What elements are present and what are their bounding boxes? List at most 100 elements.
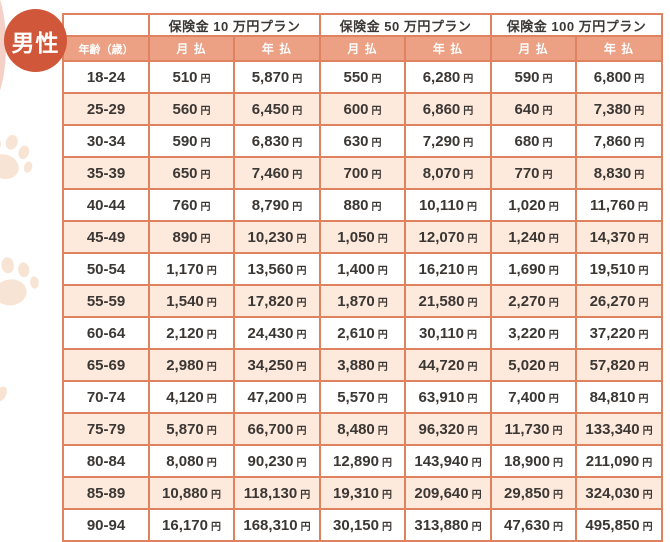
yen-suffix: 円 [377,233,388,245]
yen-suffix: 円 [381,521,392,533]
price-cell: 47,200 円 [233,380,321,414]
premium-value: 510 [172,68,198,86]
premium-value: 168,310 [243,516,298,534]
yen-suffix: 円 [296,361,307,373]
premium-value: 8,830 [593,164,632,182]
table-row: 50-54 1,170 円 13,560 円 1,400 円 16,210 円 1,69… [62,252,664,286]
price-cell: 6,830 円 [233,124,321,158]
premium-value: 5,870 [166,420,204,438]
yen-suffix: 円 [371,169,382,181]
yen-suffix: 円 [467,425,478,437]
plan-header-500k: 保険金 50 万円プラン [319,13,492,37]
premium-value: 13,560 [247,260,294,278]
yen-suffix: 円 [634,137,645,149]
premium-value: 6,860 [422,100,461,118]
price-cell: 7,400 円 [490,380,577,414]
price-cell: 30,110 円 [404,316,492,350]
yen-suffix: 円 [463,169,474,181]
price-cell: 590 円 [148,124,235,158]
premium-value: 26,270 [589,292,636,310]
yen-suffix: 円 [548,233,559,245]
yen-suffix: 円 [463,137,474,149]
premium-value: 640 [514,100,540,118]
price-cell: 17,820 円 [233,284,321,318]
yen-suffix: 円 [642,457,653,469]
yen-suffix: 円 [296,297,307,309]
age-cell: 18-24 [62,60,150,94]
premium-value: 47,200 [247,388,294,406]
yen-suffix: 円 [634,73,645,85]
premium-value: 495,850 [585,516,640,534]
premium-value: 550 [343,68,369,86]
yen-suffix: 円 [381,457,392,469]
age-cell: 80-84 [62,444,150,478]
table-row: 25-29 560 円 6,450 円 600 円 6,860 円 640 円 7,380… [62,92,664,126]
premium-value: 84,810 [589,388,636,406]
price-cell: 495,850 円 [574,508,664,542]
gender-badge-male: 男性 [4,9,67,72]
price-cell: 510 円 [148,60,235,94]
premium-value: 2,270 [508,292,546,310]
table-row: 35-39 650 円 7,460 円 700 円 8,070 円 770 円 8,830… [62,156,664,190]
yen-suffix: 円 [206,361,217,373]
price-cell: 18,900 円 [490,444,577,478]
yen-suffix: 円 [552,457,563,469]
yen-suffix: 円 [552,425,563,437]
price-cell: 1,050 円 [319,220,406,254]
price-cell: 6,860 円 [404,92,492,126]
price-cell: 10,880 円 [148,476,235,510]
yen-suffix: 円 [292,169,303,181]
price-cell: 760 円 [148,188,235,222]
premium-value: 96,320 [418,420,465,438]
price-cell: 1,170 円 [148,252,235,286]
price-cell: 8,080 円 [148,444,235,478]
yen-suffix: 円 [638,201,649,213]
plan-header-1m: 保険金 100 万円プラン [489,13,664,37]
age-range: 70-74 [86,388,126,406]
yen-suffix: 円 [548,393,559,405]
price-cell: 209,640 円 [404,476,492,510]
premium-value: 1,540 [166,292,204,310]
yen-suffix: 円 [638,329,649,341]
monthly-header: 月 払 [319,35,406,62]
yen-suffix: 円 [381,489,392,501]
age-range: 50-54 [86,260,126,278]
price-cell: 700 円 [319,156,406,190]
age-cell: 75-79 [62,412,150,446]
yen-suffix: 円 [542,73,553,85]
yen-suffix: 円 [206,457,217,469]
price-cell: 5,870 円 [233,60,321,94]
yen-suffix: 円 [471,521,482,533]
price-cell: 143,940 円 [404,444,492,478]
price-cell: 19,510 円 [574,252,664,286]
premium-value: 6,280 [422,68,461,86]
premium-value: 57,820 [589,356,636,374]
premium-value: 143,940 [414,452,469,470]
yen-suffix: 円 [206,297,217,309]
yen-suffix: 円 [292,73,303,85]
yen-suffix: 円 [200,233,211,245]
price-cell: 44,720 円 [404,348,492,382]
premium-value: 90,230 [247,452,294,470]
yen-suffix: 円 [200,137,211,149]
premium-value: 770 [514,164,540,182]
price-cell: 7,860 円 [574,124,664,158]
yen-suffix: 円 [552,521,563,533]
price-cell: 34,250 円 [233,348,321,382]
price-cell: 26,270 円 [574,284,664,318]
price-cell: 29,850 円 [490,476,577,510]
premium-value: 1,240 [508,228,546,246]
age-cell: 30-34 [62,124,150,158]
price-cell: 5,870 円 [148,412,235,446]
age-range: 45-49 [86,228,126,246]
price-cell: 8,830 円 [574,156,664,190]
premium-value: 6,450 [251,100,290,118]
yen-suffix: 円 [634,169,645,181]
monthly-header: 月 払 [490,35,577,62]
premium-value: 10,880 [162,484,208,502]
age-cell: 70-74 [62,380,150,414]
premium-value: 209,640 [414,484,469,502]
price-cell: 12,890 円 [319,444,406,478]
premium-value: 211,090 [585,452,640,470]
age-range: 18-24 [86,68,126,86]
